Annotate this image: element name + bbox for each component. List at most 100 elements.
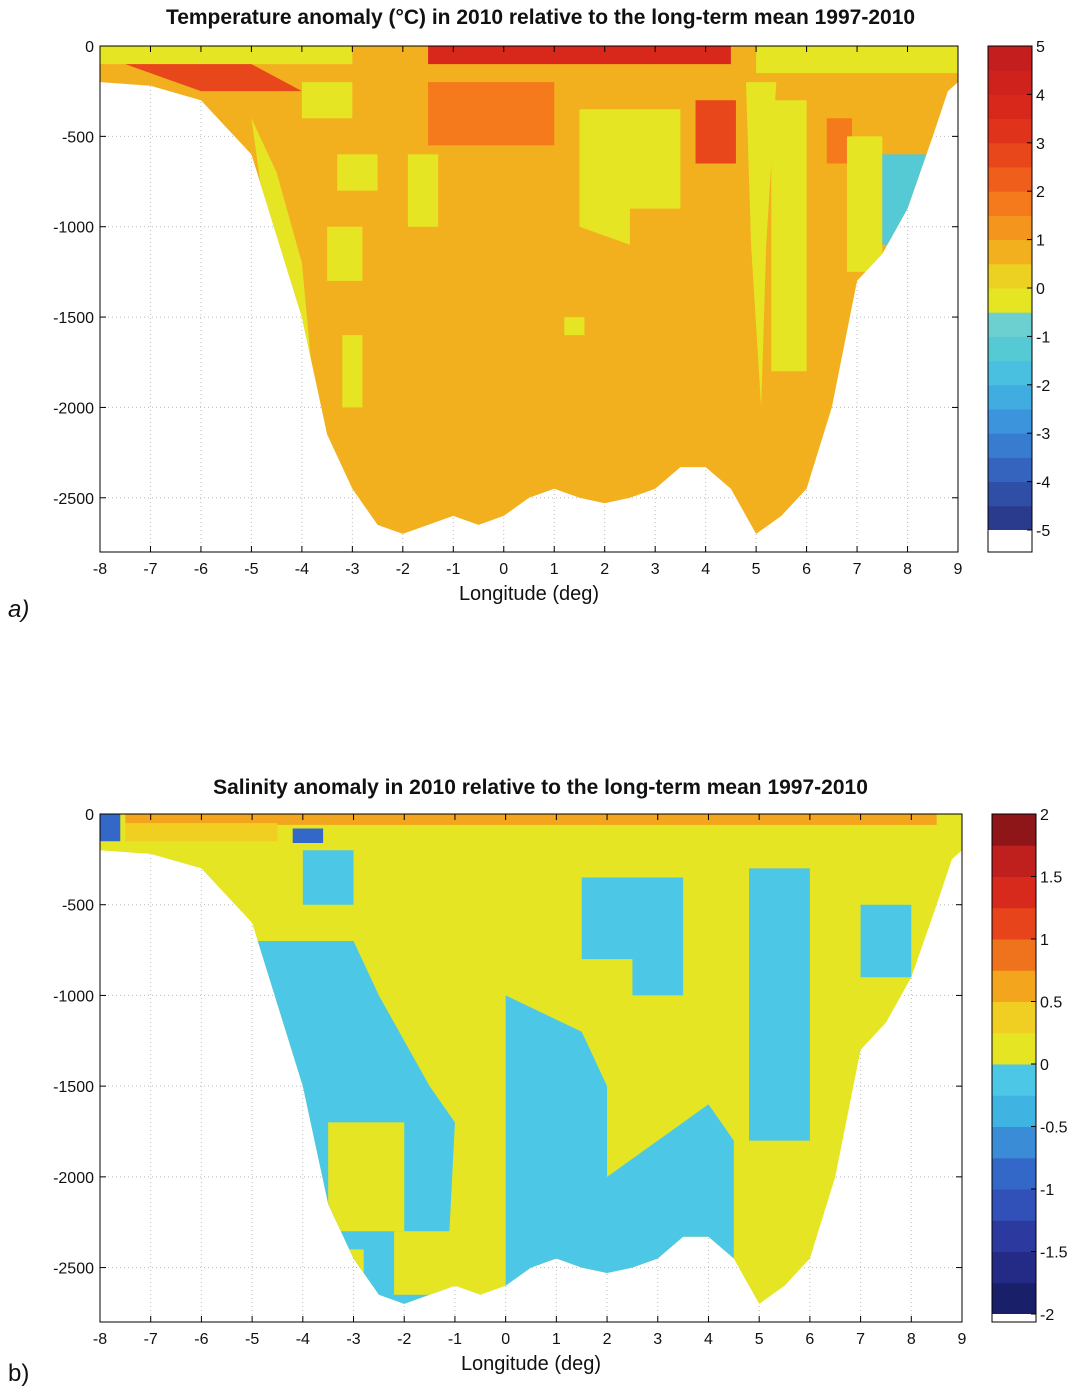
anomaly-region (749, 868, 810, 1140)
colorbar-segment (988, 457, 1032, 482)
colorbar-segment (992, 939, 1036, 971)
anomaly-region (328, 1122, 404, 1231)
colorbar-segment (988, 433, 1032, 458)
y-tick-label: -1000 (53, 220, 94, 237)
colorbar-segment (988, 288, 1032, 313)
x-tick-label: 0 (499, 561, 508, 578)
colorbar-segment (988, 167, 1032, 192)
colorbar-tick-label: -5 (1036, 523, 1050, 540)
anomaly-region (428, 46, 731, 64)
x-tick-label: -3 (345, 561, 359, 578)
colorbar-tick-label: 0.5 (1040, 995, 1062, 1012)
colorbar-segment (992, 970, 1036, 1002)
colorbar-segment (988, 264, 1032, 289)
x-tick-label: 1 (550, 561, 559, 578)
x-tick-label: 2 (603, 1331, 612, 1348)
x-tick-label: 4 (704, 1331, 713, 1348)
x-tick-label: 6 (805, 1331, 814, 1348)
colorbar-segment (992, 1314, 1036, 1322)
x-tick-label: -5 (245, 1331, 259, 1348)
anomaly-region (337, 154, 377, 190)
x-tick-label: -8 (93, 1331, 107, 1348)
colorbar-segment (988, 385, 1032, 410)
anomaly-region (293, 829, 323, 844)
y-tick-label: -1500 (53, 310, 94, 327)
colorbar-tick-label: 0 (1036, 281, 1045, 298)
x-tick-label: -2 (396, 561, 410, 578)
colorbar-tick-label: 1 (1036, 233, 1045, 250)
x-tick-label: 5 (752, 561, 761, 578)
colorbar-segment (992, 908, 1036, 940)
colorbar-tick-label: -2 (1040, 1307, 1054, 1324)
colorbar-tick-label: 3 (1036, 136, 1045, 153)
colorbar-tick-label: -0.5 (1040, 1120, 1068, 1137)
panel-label: a) (8, 596, 29, 624)
anomaly-region (428, 82, 554, 145)
colorbar: 5 4 3 2 1 0 -1 -2 -3 -4 -5 (988, 39, 1050, 552)
panel-label: b) (8, 1360, 29, 1388)
anomaly-field (100, 46, 958, 552)
colorbar-tick-label: 0 (1040, 1057, 1049, 1074)
x-tick-label: -5 (244, 561, 258, 578)
colorbar-segment (992, 1158, 1036, 1190)
colorbar-segment (992, 814, 1036, 846)
anomaly-region (408, 154, 438, 226)
colorbar-tick-label: 2 (1036, 184, 1045, 201)
x-tick-label: 6 (802, 561, 811, 578)
x-tick-label: -1 (448, 1331, 462, 1348)
colorbar-tick-label: 5 (1036, 39, 1045, 56)
colorbar-segment (992, 877, 1036, 909)
colorbar-segment (988, 336, 1032, 361)
anomaly-region (342, 335, 362, 407)
colorbar-tick-label: -1.5 (1040, 1245, 1068, 1262)
colorbar-segment (988, 240, 1032, 265)
anomaly-region (847, 136, 882, 272)
colorbar-segment (992, 1033, 1036, 1065)
colorbar-segment (988, 119, 1032, 144)
colorbar-segment (988, 506, 1032, 531)
colorbar-segment (992, 845, 1036, 877)
x-tick-label: 7 (856, 1331, 865, 1348)
colorbar: 2 1.5 1 0.5 0 -0.5 -1 -1.5 -2 (992, 807, 1068, 1324)
x-tick-label: 3 (653, 1331, 662, 1348)
y-tick-label: -2000 (53, 1170, 94, 1187)
x-tick-label: -6 (194, 561, 208, 578)
y-tick-label: 0 (85, 39, 94, 56)
temperature-plot: -8 -7 -6 -5 -4 -3 -2 -1 0 1 2 3 4 5 6 7 8 90-500-1000-150… (0, 0, 1081, 640)
colorbar-segment (992, 1189, 1036, 1221)
colorbar-tick-label: -2 (1036, 378, 1050, 395)
x-tick-label: 8 (907, 1331, 916, 1348)
x-tick-label: 5 (755, 1331, 764, 1348)
y-tick-label: -500 (62, 898, 94, 915)
colorbar-tick-label: -4 (1036, 475, 1050, 492)
anomaly-region (696, 100, 736, 163)
y-tick-label: -1500 (53, 1079, 94, 1096)
anomaly-region (100, 814, 120, 841)
y-tick-label: 0 (85, 807, 94, 824)
colorbar-segment (988, 215, 1032, 240)
x-tick-label: 4 (701, 561, 710, 578)
colorbar-segment (988, 70, 1032, 95)
colorbar-segment (988, 94, 1032, 119)
colorbar-segment (992, 1127, 1036, 1159)
colorbar-segment (988, 482, 1032, 507)
colorbar-tick-label: 1 (1040, 932, 1049, 949)
colorbar-segment (992, 1064, 1036, 1096)
y-tick-label: -2000 (53, 400, 94, 417)
salinity-figure: Salinity anomaly in 2010 relative to the… (0, 770, 1081, 1396)
colorbar-tick-label: -1 (1040, 1182, 1054, 1199)
anomaly-region (327, 227, 362, 281)
colorbar-segment (988, 312, 1032, 337)
colorbar-segment (988, 361, 1032, 386)
x-tick-label: -7 (143, 561, 157, 578)
colorbar-tick-label: -3 (1036, 426, 1050, 443)
colorbar-tick-label: 2 (1040, 807, 1049, 824)
x-tick-label: -1 (446, 561, 460, 578)
x-tick-label: 9 (958, 1331, 967, 1348)
temperature-figure: Temperature anomaly (°C) in 2010 relativ… (0, 0, 1081, 640)
colorbar-segment (988, 46, 1032, 71)
colorbar-tick-label: 4 (1036, 87, 1045, 104)
x-tick-label: 8 (903, 561, 912, 578)
colorbar-segment (988, 143, 1032, 168)
colorbar-segment (988, 530, 1032, 552)
